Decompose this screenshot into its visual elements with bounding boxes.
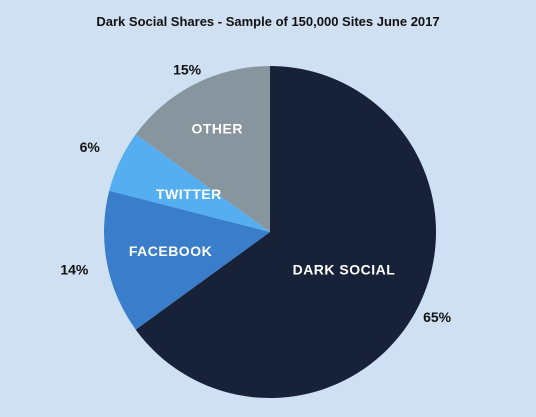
- chart-title: Dark Social Shares - Sample of 150,000 S…: [96, 14, 439, 29]
- percent-label-dark-social: 65%: [423, 309, 452, 325]
- percent-label-other: 15%: [173, 61, 202, 77]
- slice-label-other: OTHER: [191, 120, 243, 136]
- pie-slice-facebook: [104, 190, 270, 330]
- pie-slice-other: [135, 65, 270, 232]
- slice-label-facebook: FACEBOOK: [129, 243, 212, 259]
- percent-label-twitter: 6%: [80, 139, 101, 155]
- pie-slice-twitter: [109, 134, 270, 232]
- slice-label-twitter: TWITTER: [156, 186, 222, 202]
- slice-label-dark-social: DARK SOCIAL: [293, 262, 396, 278]
- percent-label-facebook: 14%: [60, 261, 89, 277]
- pie-slice-dark-social: [135, 66, 436, 398]
